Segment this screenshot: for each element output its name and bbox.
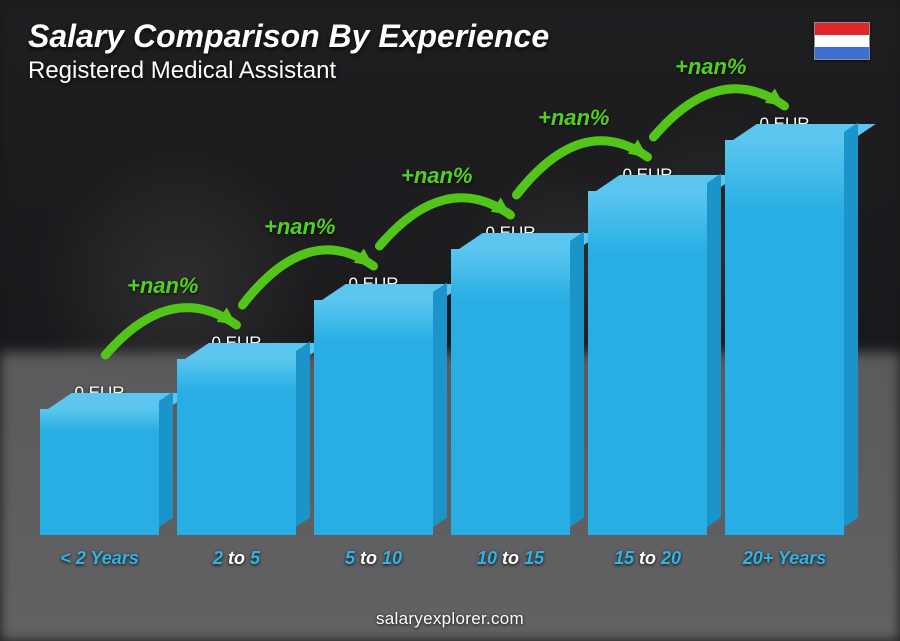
flag-stripe-mid: [815, 35, 869, 47]
chart-title: Salary Comparison By Experience: [28, 18, 549, 55]
title-block: Salary Comparison By Experience Register…: [28, 18, 549, 85]
flag-stripe-bot: [815, 47, 869, 59]
footer-attribution: salaryexplorer.com: [0, 609, 900, 629]
country-flag: [814, 22, 870, 60]
chart-subtitle: Registered Medical Assistant: [28, 57, 549, 85]
delta-arrow-icon: [40, 110, 844, 569]
bar-side-face: [844, 123, 858, 527]
chart-area: 0 EUR0 EUR0 EUR0 EUR0 EUR0 EUR < 2 Years…: [40, 110, 844, 569]
delta-percent-label: +nan%: [675, 54, 747, 80]
flag-stripe-top: [815, 23, 869, 35]
